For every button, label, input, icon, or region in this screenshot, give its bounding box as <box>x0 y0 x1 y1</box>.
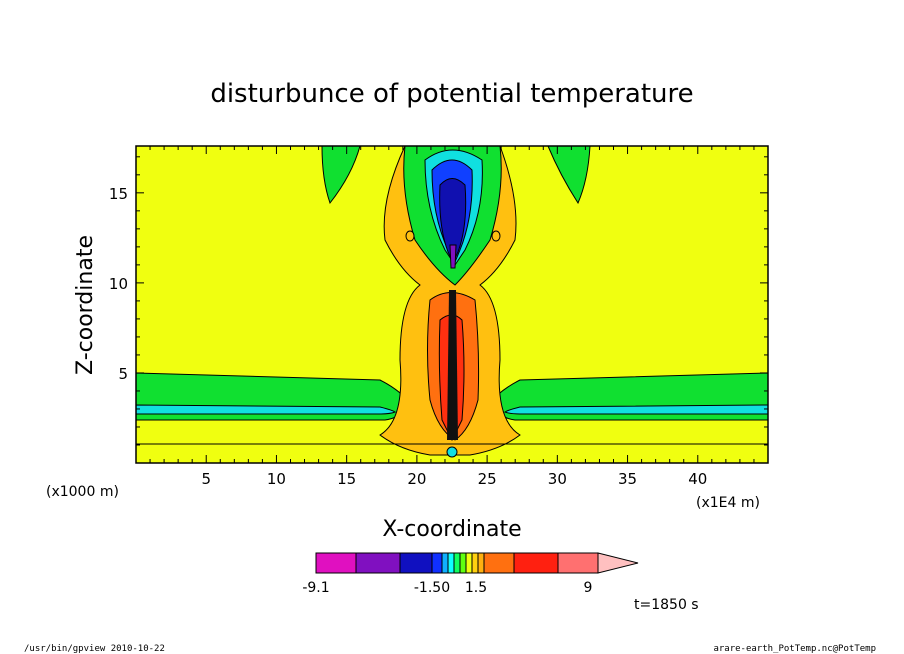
x-tick-label: 35 <box>618 470 637 488</box>
colorbar-tick-label: -1.50 <box>414 580 450 596</box>
central-black-core <box>447 290 458 440</box>
colorbar-swatch <box>399 552 433 574</box>
colorbar-swatch <box>477 552 485 574</box>
colorbar-swatch <box>431 552 443 574</box>
y-axis-label: Z-coordinate <box>73 235 98 375</box>
x-tick-label: 30 <box>548 470 567 488</box>
colorbar-swatch <box>483 552 515 574</box>
colorbar-swatch <box>447 552 455 574</box>
colorbar-swatch <box>453 552 461 574</box>
colorbar-tick-label: 9 <box>584 580 593 596</box>
colorbar-swatch <box>471 552 479 574</box>
plume-left <box>321 145 361 205</box>
x-tick-label: 20 <box>407 470 426 488</box>
contour-field <box>135 145 769 463</box>
colorbar-swatch <box>513 552 559 574</box>
right-band-cyan <box>503 404 769 415</box>
colorbar <box>315 552 639 574</box>
x-axis-ticks: 5 10 15 20 25 30 35 40 <box>149 146 755 488</box>
island-left <box>405 230 415 242</box>
colorbar-tick-label: -9.1 <box>302 580 329 596</box>
y-axis-ticks: 5 10 15 <box>109 156 768 446</box>
colorbar-swatch <box>459 552 467 574</box>
left-band-cyan <box>135 404 397 415</box>
time-label: t=1850 s <box>634 597 699 613</box>
x-tick-label: 15 <box>337 470 356 488</box>
central-darkblue <box>439 178 467 264</box>
x-tick-label: 10 <box>267 470 286 488</box>
x-tick-label: 5 <box>201 470 211 488</box>
island-right <box>491 230 501 242</box>
x-scale-note: (x1E4 m) <box>696 495 760 511</box>
colorbar-swatch <box>355 552 401 574</box>
plume-right <box>547 145 591 205</box>
plot-frame <box>135 145 769 464</box>
chart-title: disturbunce of potential temperature <box>210 79 693 109</box>
footer-right: arare-earth_PotTemp.nc@PotTemp <box>713 644 876 654</box>
y-tick-label: 15 <box>109 185 128 203</box>
footer-left: /usr/bin/gpview 2010-10-22 <box>24 644 165 654</box>
x-axis-label: X-coordinate <box>382 517 521 542</box>
x-unit-note: (x1000 m) <box>46 484 119 500</box>
colorbar-tick-label: 1.5 <box>465 580 487 596</box>
colorbar-swatch <box>315 552 357 574</box>
bottom-source <box>446 446 458 458</box>
colorbar-swatch <box>465 552 473 574</box>
colorbar-labels: -9.1 -1.50 1.5 9 <box>302 580 592 596</box>
colorbar-arrow <box>597 552 639 574</box>
x-tick-label: 40 <box>688 470 707 488</box>
colorbar-swatch <box>557 552 599 574</box>
y-tick-label: 10 <box>109 275 128 293</box>
x-tick-label: 25 <box>478 470 497 488</box>
central-purple <box>449 244 457 269</box>
colorbar-swatch <box>441 552 449 574</box>
y-tick-label: 5 <box>118 365 128 383</box>
